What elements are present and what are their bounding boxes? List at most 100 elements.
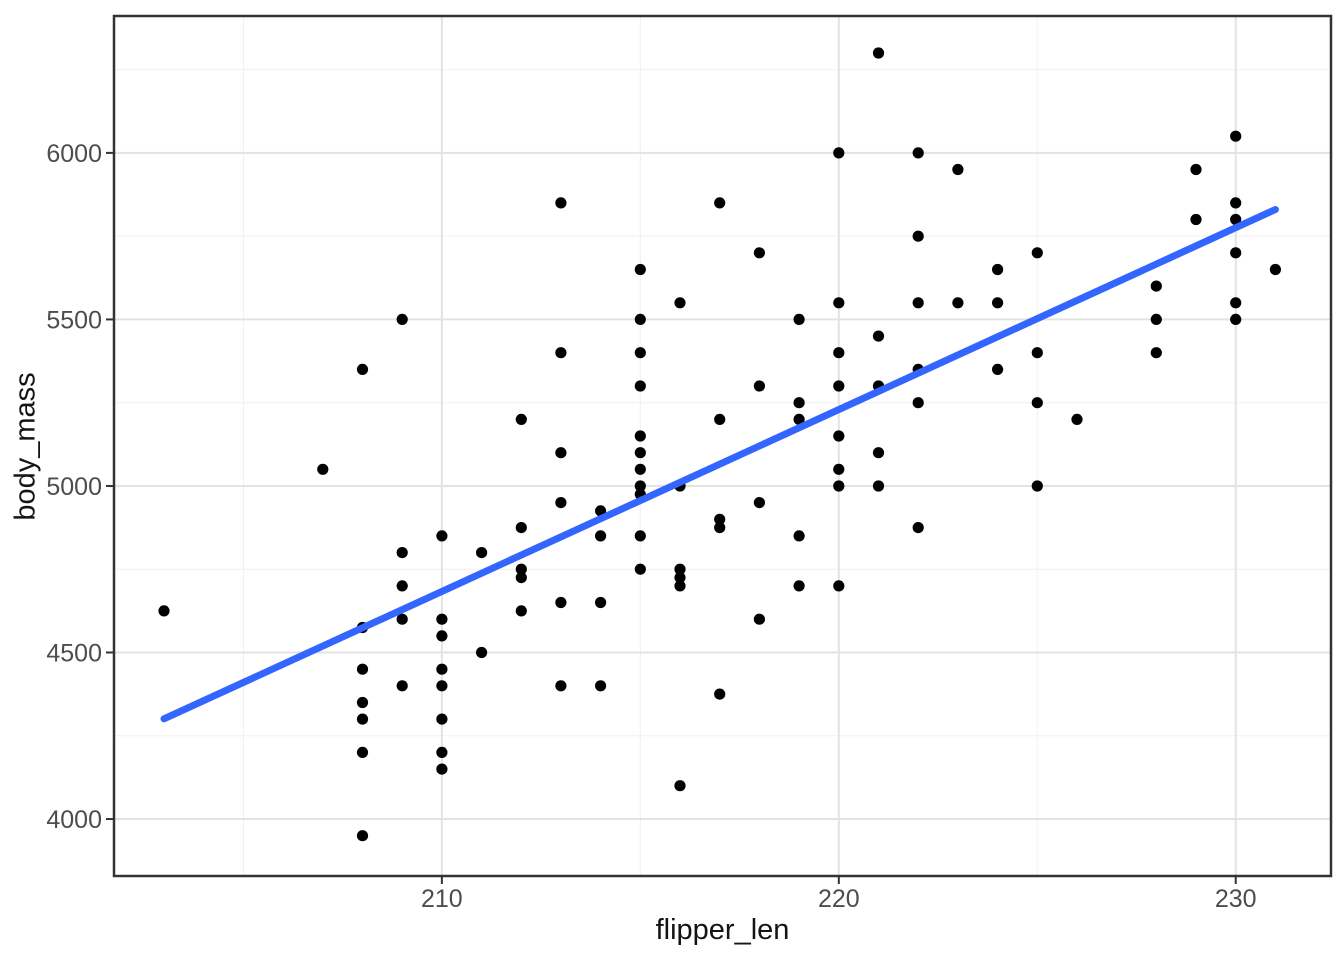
data-point [714, 513, 726, 525]
data-point [356, 663, 369, 675]
data-point [793, 580, 805, 592]
x-tick-label: 230 [1215, 885, 1257, 913]
data-point [634, 347, 646, 359]
data-point [1031, 397, 1043, 409]
data-point [674, 780, 686, 792]
data-point [674, 580, 686, 592]
data-point [753, 613, 766, 625]
data-point [634, 563, 646, 575]
data-point [317, 463, 329, 475]
data-point [674, 297, 686, 309]
regression-line [160, 206, 1279, 723]
data-point [595, 680, 607, 692]
data-point [1071, 413, 1083, 425]
data-point [912, 397, 924, 409]
data-point [356, 830, 369, 842]
y-axis-title-text: body_mass [9, 371, 42, 521]
data-point [872, 480, 885, 492]
data-point [912, 230, 924, 242]
data-point [1190, 213, 1202, 226]
data-point [436, 613, 448, 625]
data-point [714, 522, 726, 534]
data-point [1150, 313, 1162, 325]
x-axis-title: flipper_len [655, 914, 790, 946]
data-point [1269, 263, 1281, 276]
data-point [872, 47, 885, 59]
data-point [515, 572, 527, 584]
data-point [833, 380, 845, 392]
data-point [595, 530, 607, 542]
data-point [515, 522, 527, 534]
data-point [753, 247, 766, 259]
data-point [714, 197, 726, 209]
data-point [1230, 297, 1242, 309]
data-point [555, 447, 567, 459]
data-point [1230, 313, 1242, 325]
data-point [436, 530, 448, 542]
y-axis-title: body_mass [2, 16, 50, 876]
data-point [1031, 480, 1043, 492]
y-tick-label: 4000 [46, 806, 102, 834]
data-point [515, 413, 527, 425]
data-point [833, 580, 845, 592]
data-point [436, 663, 448, 675]
data-point [436, 746, 448, 759]
data-point [634, 463, 646, 475]
data-point [833, 430, 845, 442]
data-point [436, 680, 448, 692]
data-point [436, 763, 448, 775]
data-point [555, 596, 567, 609]
data-point [1230, 247, 1242, 259]
data-point [356, 363, 369, 375]
y-tick-label: 5000 [46, 473, 102, 501]
data-point [793, 397, 805, 409]
data-point [595, 596, 607, 609]
data-point [1230, 197, 1242, 209]
data-point [1230, 130, 1242, 142]
data-point [992, 263, 1004, 276]
data-point [396, 313, 408, 325]
data-point [634, 313, 646, 325]
data-point [833, 347, 845, 359]
data-point [555, 197, 567, 209]
data-point [555, 347, 567, 359]
data-point [1031, 247, 1043, 259]
data-point [515, 605, 527, 617]
data-point [1230, 213, 1242, 226]
data-point [634, 380, 646, 392]
data-point [634, 480, 646, 492]
data-point [634, 263, 646, 276]
data-point [674, 563, 686, 575]
data-point [436, 630, 448, 642]
data-point [1190, 163, 1202, 176]
data-point [992, 363, 1004, 375]
data-point [793, 313, 805, 325]
data-point [872, 330, 885, 342]
data-point [1031, 347, 1043, 359]
data-point [952, 163, 964, 176]
data-point [396, 580, 408, 592]
data-point [992, 297, 1004, 309]
data-point [912, 297, 924, 309]
data-point [555, 497, 567, 509]
data-point [634, 447, 646, 459]
y-tick-label: 4500 [46, 640, 102, 668]
data-point [1150, 280, 1162, 292]
data-point [912, 522, 924, 534]
data-point [674, 572, 686, 584]
panel-border [112, 14, 1333, 878]
data-point [158, 605, 170, 617]
data-point [1150, 347, 1162, 359]
data-point [833, 297, 845, 309]
data-point [356, 696, 369, 709]
data-point [714, 413, 726, 425]
data-point [872, 447, 885, 459]
x-tick-label: 220 [818, 885, 860, 913]
data-point [714, 688, 726, 700]
data-point [634, 430, 646, 442]
data-point [833, 480, 845, 492]
data-point [396, 613, 408, 625]
data-point [912, 147, 924, 159]
